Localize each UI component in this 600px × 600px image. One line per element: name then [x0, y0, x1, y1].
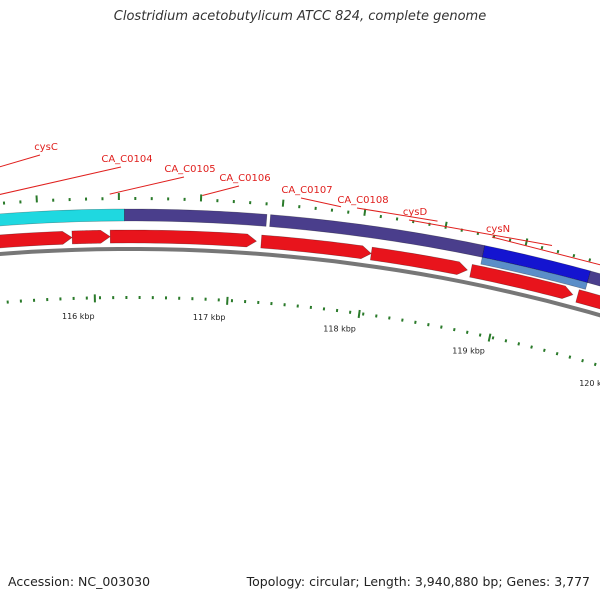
- outer-tick: [281, 199, 285, 207]
- outer-tick: [540, 245, 544, 250]
- gene-label-ca-c0104: CA_C0104: [101, 154, 152, 165]
- feature-block-secondary: [480, 256, 588, 290]
- gene-leader-line: [109, 176, 185, 195]
- cds-arrow: [575, 289, 600, 310]
- gene-leader-line: [356, 207, 438, 222]
- cds-arrow: [370, 246, 468, 275]
- genome-summary-text: Topology: circular; Length: 3,940,880 bp…: [246, 574, 590, 589]
- kbp-label: 118 kbp: [323, 325, 356, 334]
- kbp-label: 117 kbp: [193, 313, 226, 322]
- backbone-line: [0, 247, 600, 318]
- cds-arrow: [0, 231, 73, 249]
- gene-label-ca-c0108: CA_C0108: [337, 195, 388, 206]
- kbp-label: 116 kbp: [62, 312, 95, 321]
- feature-block: [124, 208, 268, 227]
- kbp-label: 120 kbp: [579, 379, 600, 388]
- map-title: Clostridium acetobutylicum ATCC 824, com…: [113, 9, 487, 24]
- gene-leader-line: [408, 219, 553, 246]
- gene-labels: cysC CA_C0104 CA_C0105 CA_C0106 CA_C0107 CA_C…: [0, 142, 600, 266]
- gene-leader-line: [0, 166, 122, 195]
- ruler-tick-minor: [453, 327, 456, 332]
- gene-leader-line: [300, 197, 342, 208]
- ruler-tick-minor: [543, 348, 546, 352]
- accession-text: Accession: NC_003030: [8, 574, 151, 589]
- gene-label-cysn: cysN: [486, 224, 510, 235]
- gene-label-ca-c0107: CA_C0107: [281, 185, 332, 196]
- ruler-tick-minor: [530, 345, 533, 349]
- ruler-tick-minor: [555, 351, 559, 356]
- feature-track-second: [480, 256, 588, 290]
- ruler-tick-minor: [568, 355, 572, 359]
- gene-leader-line: [0, 154, 41, 168]
- outer-tick: [588, 258, 592, 262]
- feature-track-outer: [0, 208, 600, 287]
- ruler-tick-minor: [478, 333, 482, 337]
- ruler-tick-major: [487, 333, 492, 342]
- ruler-tick-major: [357, 309, 361, 319]
- gene-label-cysc: cysC: [34, 142, 58, 153]
- cds-arrow: [260, 234, 372, 259]
- outer-tick: [556, 249, 560, 254]
- gene-label-ca-c0106: CA_C0106: [219, 173, 270, 184]
- ruler-tick-minor: [491, 336, 495, 340]
- cds-arrow: [71, 229, 111, 245]
- outer-tick: [363, 208, 367, 216]
- backbone: [0, 247, 600, 318]
- gene-leader-line: [491, 236, 600, 266]
- gene-label-cysd: cysD: [403, 207, 428, 218]
- cds-arrow: [109, 229, 258, 248]
- gene-leader-line: [202, 185, 240, 196]
- ruler-tick-minor: [581, 358, 584, 363]
- outer-tick: [524, 238, 529, 246]
- feature-block: [586, 270, 600, 287]
- gene-label-ca-c0105: CA_C0105: [164, 164, 215, 175]
- ruler-tick-minor: [414, 320, 417, 324]
- outer-tick: [444, 221, 448, 229]
- cds-forward-track: [0, 229, 600, 310]
- ruler-tick-minor: [593, 362, 597, 367]
- ruler-tick-minor: [427, 323, 430, 327]
- kbp-label: 119 kbp: [452, 347, 485, 356]
- ruler-tick-minor: [465, 330, 469, 334]
- cds-arrow: [469, 264, 574, 299]
- outer-tick-marks: [2, 193, 592, 262]
- ruler-tick-minor: [504, 339, 508, 343]
- ruler-tick-minor: [440, 325, 443, 329]
- ruler-tick-minor: [517, 342, 521, 346]
- outer-tick: [572, 253, 576, 258]
